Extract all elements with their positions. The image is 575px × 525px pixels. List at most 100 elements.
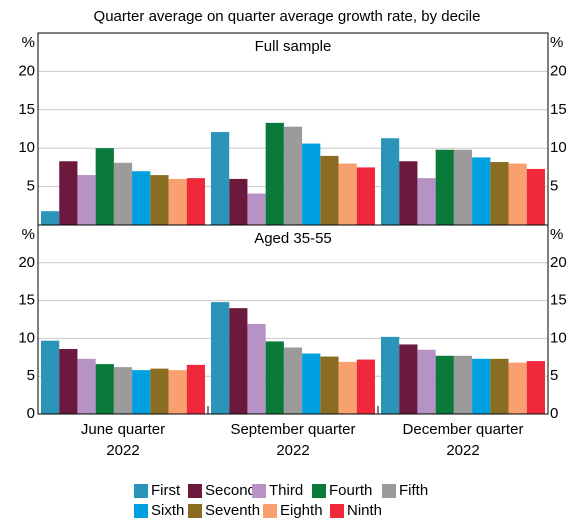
legend-swatch	[382, 484, 396, 498]
legend-swatch	[263, 504, 277, 518]
bar	[508, 163, 527, 225]
bar	[265, 341, 284, 414]
bar	[472, 358, 491, 414]
bar	[526, 168, 545, 225]
y-tick-label: 15	[550, 292, 567, 309]
legend-label: Fifth	[399, 482, 428, 499]
bar	[526, 361, 545, 414]
panel-subtitle: Aged 35-55	[254, 230, 332, 247]
panel-subtitle: Full sample	[255, 38, 332, 55]
legend-label: Fourth	[329, 482, 372, 499]
y-unit-label: %	[22, 226, 35, 243]
legend-label: Eighth	[280, 502, 323, 519]
y-tick-label: 15	[18, 101, 35, 118]
bar	[113, 162, 133, 225]
y-tick-label: 15	[550, 101, 567, 118]
bar	[356, 359, 375, 414]
bar	[490, 162, 509, 225]
bar	[95, 148, 114, 225]
bar	[247, 193, 266, 225]
panel-frame	[37, 224, 549, 415]
y-tick-label: 10	[18, 329, 35, 346]
legend-label: Seventh	[205, 502, 260, 519]
bar	[168, 370, 187, 414]
y-tick-label: 5	[550, 178, 558, 195]
legend-swatch	[252, 484, 266, 498]
bar	[59, 348, 78, 414]
bar	[247, 324, 266, 414]
legend-label: Ninth	[347, 502, 382, 519]
bar	[302, 143, 321, 225]
y-tick-label: 10	[550, 329, 567, 346]
bar	[417, 349, 436, 414]
legend-swatch	[188, 504, 202, 518]
y-tick-label: 5	[27, 178, 35, 195]
y-tick-label: 20	[550, 254, 567, 271]
legend-label: Third	[269, 482, 303, 499]
y-tick-label: 5	[27, 367, 35, 384]
legend-swatch	[330, 504, 344, 518]
legend-label: Second	[205, 482, 256, 499]
bar	[41, 211, 60, 225]
y-tick-label: 15	[18, 292, 35, 309]
bar	[283, 126, 303, 225]
x-tick-label: September quarter	[230, 421, 355, 438]
x-tick-label: 2022	[276, 442, 309, 459]
bar	[168, 178, 187, 225]
bar	[356, 167, 375, 225]
bar	[41, 340, 60, 414]
y-tick-label: 0	[27, 405, 35, 422]
bar	[435, 149, 454, 225]
y-tick-label: 10	[550, 139, 567, 156]
y-tick-label: 10	[18, 139, 35, 156]
bar	[265, 122, 284, 225]
bar	[399, 161, 418, 225]
bar	[381, 336, 400, 414]
bar	[229, 178, 248, 225]
legend-swatch	[134, 504, 148, 518]
x-tick-label: 2022	[106, 442, 139, 459]
y-unit-label: %	[550, 34, 563, 51]
bar	[490, 358, 509, 414]
bar	[320, 155, 339, 225]
bar	[186, 364, 205, 414]
bar	[113, 367, 133, 414]
bar	[229, 308, 248, 414]
bar	[283, 347, 303, 414]
bar	[417, 178, 436, 225]
bar	[77, 358, 96, 414]
x-tick-label: 2022	[446, 442, 479, 459]
bar	[338, 163, 357, 225]
bar	[132, 171, 151, 225]
bar	[302, 353, 321, 414]
bar	[150, 368, 169, 414]
y-unit-label: %	[22, 34, 35, 51]
bar	[77, 175, 96, 225]
bar	[508, 362, 527, 414]
y-unit-label: %	[550, 226, 563, 243]
legend-swatch	[134, 484, 148, 498]
legend-label: Sixth	[151, 502, 184, 519]
legend-swatch	[312, 484, 326, 498]
bar	[132, 370, 151, 414]
bar	[453, 355, 473, 414]
bar	[399, 344, 418, 414]
bar	[472, 157, 491, 225]
bar	[435, 355, 454, 414]
bar	[320, 356, 339, 414]
y-tick-label: 0	[550, 405, 558, 422]
bar	[211, 302, 230, 414]
bar	[95, 364, 114, 414]
y-tick-label: 5	[550, 367, 558, 384]
chart-title: Quarter average on quarter average growt…	[94, 8, 481, 25]
x-tick-label: June quarter	[81, 421, 165, 438]
legend-label: First	[151, 482, 181, 499]
y-tick-label: 20	[550, 62, 567, 79]
bar	[211, 132, 230, 225]
bar	[59, 161, 78, 225]
bar	[186, 178, 205, 225]
legend-swatch	[188, 484, 202, 498]
bar	[381, 138, 400, 225]
y-tick-label: 20	[18, 62, 35, 79]
